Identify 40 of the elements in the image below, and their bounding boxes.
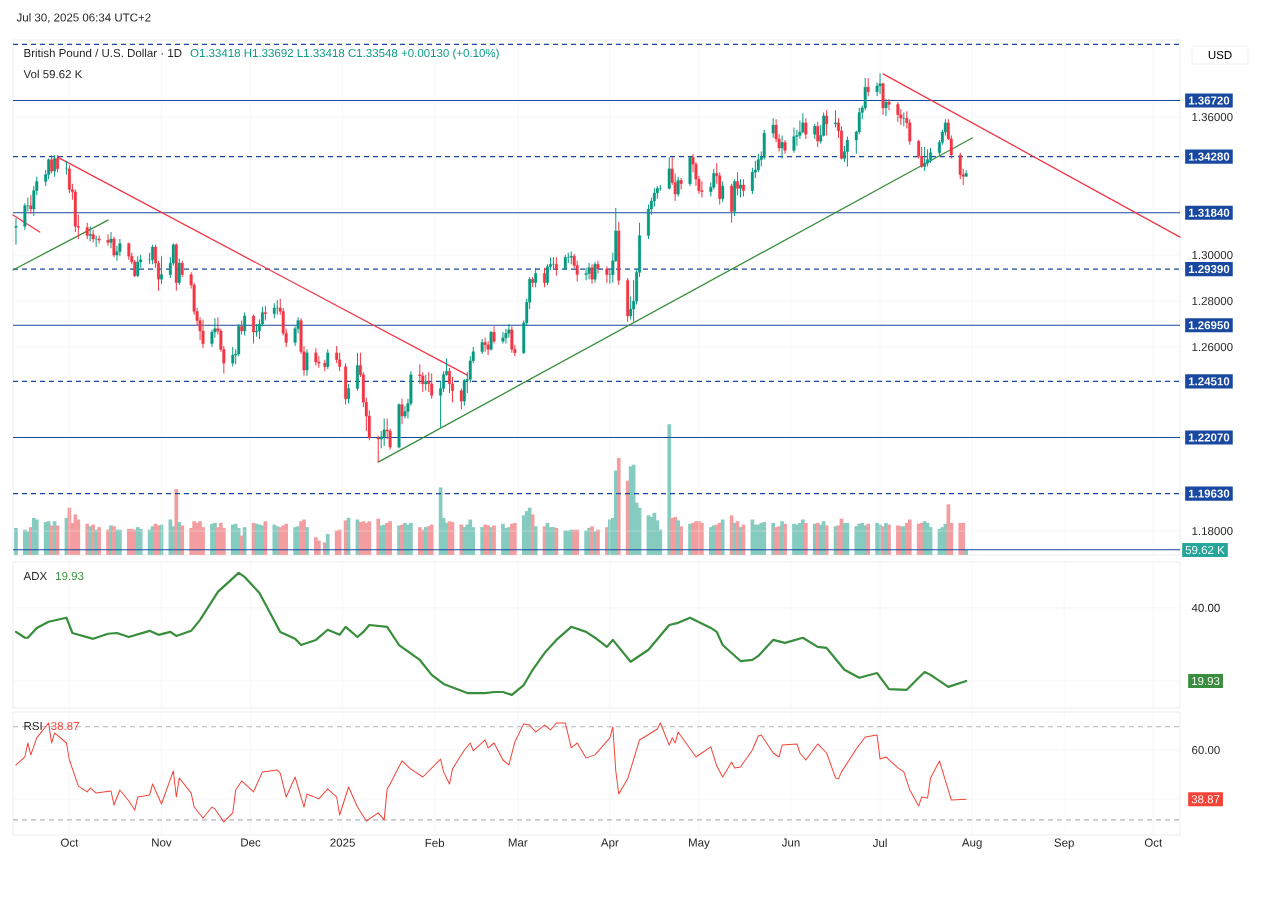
text: ADX xyxy=(23,572,47,580)
x-tick-label: Sep xyxy=(1054,838,1074,849)
ref-line-label: 1.26950 xyxy=(1188,321,1230,330)
x-tick-label: Feb xyxy=(425,838,445,847)
text: British Pound / U.S. Dollar · 1D xyxy=(24,48,182,58)
text: O1.33418 H1.33692 L1.33418 C1.33548 +0.00130 (+0.10%) xyxy=(190,48,499,60)
ref-line-label: 1.34280 xyxy=(1188,152,1230,161)
y-tick-label: 1.28000 xyxy=(1192,297,1233,306)
ref-line-label: 1.29390 xyxy=(1188,265,1230,274)
x-tick-label: Jul xyxy=(872,838,887,847)
y-tick-label: 1.30000 xyxy=(1192,250,1233,260)
x-tick-label: May xyxy=(689,838,710,849)
y-tick-label: 60.00 xyxy=(1192,745,1220,755)
annotation: 19.93 xyxy=(56,571,84,581)
x-tick-label: Nov xyxy=(152,838,172,847)
x-tick-label: Oct xyxy=(1144,838,1163,847)
y-tick-label: 1.18000 xyxy=(1192,527,1233,536)
annotation: Vol 59.62 K xyxy=(23,69,83,79)
x-tick-label: 2025 xyxy=(330,838,355,847)
y-tick-label: 40.00 xyxy=(1191,603,1220,612)
text: RSI xyxy=(24,721,42,731)
ref-line-label: 1.36720 xyxy=(1188,96,1230,105)
x-tick-label: Apr xyxy=(600,838,619,849)
x-tick-label: Jun xyxy=(781,838,800,847)
x-tick-label: Oct xyxy=(61,838,79,847)
annotation: 38.87 xyxy=(51,721,79,731)
y-tick-label: 1.26000 xyxy=(1192,343,1233,352)
y-tick-label: 19.93 xyxy=(1192,676,1220,686)
ref-line-label: 1.19630 xyxy=(1188,489,1230,498)
ref-line-label: 1.31840 xyxy=(1188,208,1230,217)
ref-line-label: 1.22070 xyxy=(1188,433,1230,442)
x-tick-label: Dec xyxy=(241,838,261,847)
text: Jul 30, 2025 06:34 UTC+2 xyxy=(16,13,151,23)
y-tick-label: 1.36000 xyxy=(1192,112,1233,122)
y-axis-title: USD xyxy=(1208,50,1232,60)
x-tick-label: Aug xyxy=(961,838,982,849)
y-tick-label: 38.87 xyxy=(1191,795,1220,804)
y2-tick-label: 59.62 K xyxy=(1185,545,1225,555)
ref-line-label: 1.24510 xyxy=(1188,377,1230,386)
x-tick-label: Mar xyxy=(508,838,528,847)
